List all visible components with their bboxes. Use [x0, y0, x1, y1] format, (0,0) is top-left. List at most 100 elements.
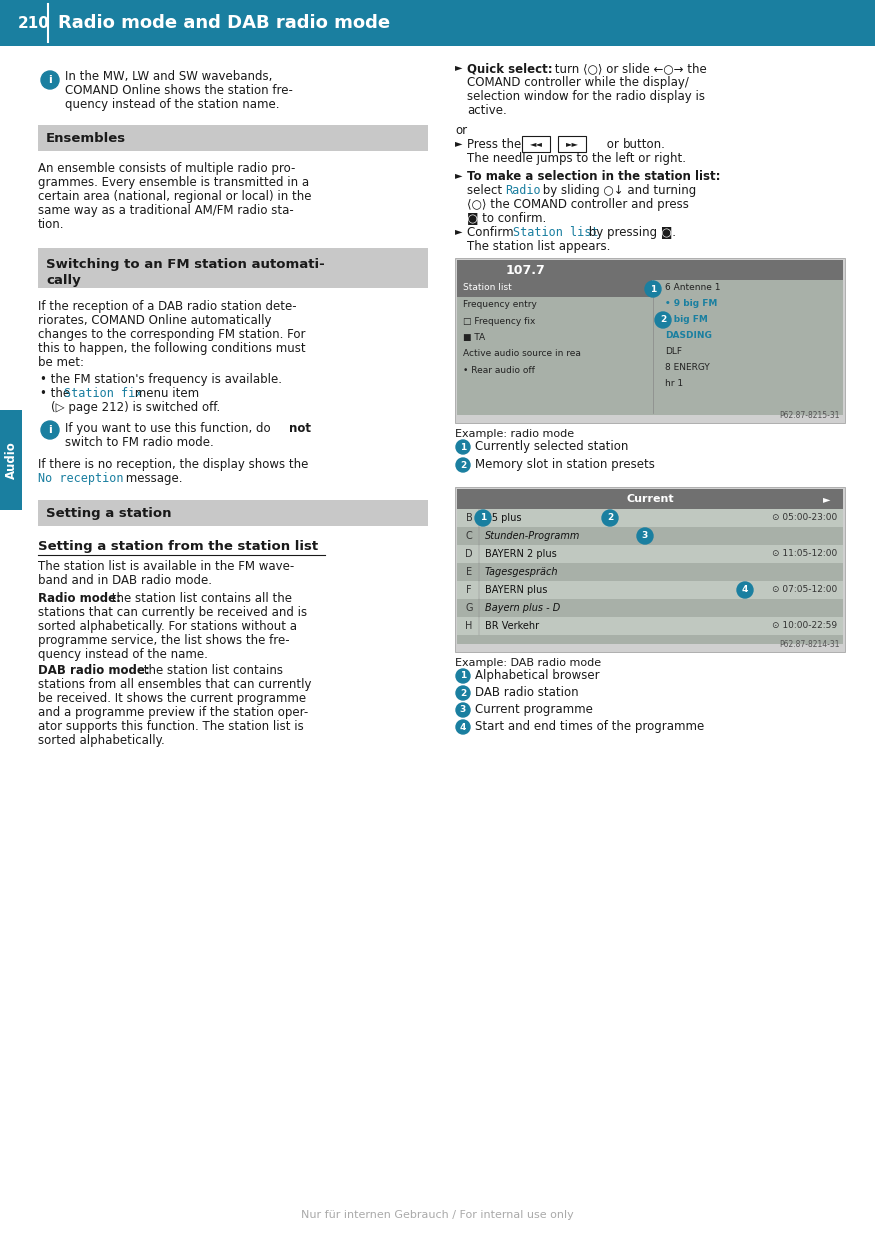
Text: by pressing ◙.: by pressing ◙.: [585, 226, 676, 240]
Text: If you want to use this function, do: If you want to use this function, do: [65, 422, 275, 436]
Circle shape: [456, 702, 470, 717]
Text: sorted alphabetically.: sorted alphabetically.: [38, 733, 164, 747]
Text: same way as a traditional AM/FM radio sta-: same way as a traditional AM/FM radio st…: [38, 204, 294, 217]
Text: 2: 2: [460, 460, 466, 469]
Text: Tagesgespräch: Tagesgespräch: [485, 567, 558, 577]
Text: ⊙ 07:05-12:00: ⊙ 07:05-12:00: [772, 586, 837, 594]
Text: Audio: Audio: [4, 441, 18, 479]
Text: stations from all ensembles that can currently: stations from all ensembles that can cur…: [38, 678, 312, 691]
Text: BAYERN 2 plus: BAYERN 2 plus: [485, 549, 556, 558]
Text: Current: Current: [626, 494, 674, 504]
Text: • Rear audio off: • Rear audio off: [463, 366, 535, 375]
Text: 107.7: 107.7: [505, 263, 545, 277]
Text: ►: ►: [455, 62, 463, 72]
Text: The station list appears.: The station list appears.: [467, 240, 611, 253]
Text: and a programme preview if the station oper-: and a programme preview if the station o…: [38, 706, 308, 719]
Text: 1: 1: [480, 514, 487, 522]
Text: DAB radio mode:: DAB radio mode:: [38, 664, 150, 678]
Text: 3: 3: [642, 531, 648, 541]
Circle shape: [456, 720, 470, 733]
Text: Confirm: Confirm: [467, 226, 517, 240]
Text: 3: 3: [460, 705, 466, 715]
Circle shape: [475, 510, 491, 526]
Text: 8 ENERGY: 8 ENERGY: [665, 364, 710, 372]
Circle shape: [456, 669, 470, 683]
FancyBboxPatch shape: [457, 617, 843, 635]
Text: Example: DAB radio mode: Example: DAB radio mode: [455, 658, 601, 668]
Text: selection window for the radio display is: selection window for the radio display i…: [467, 91, 705, 103]
FancyBboxPatch shape: [38, 125, 428, 151]
FancyBboxPatch shape: [0, 0, 875, 46]
Text: Press the: Press the: [467, 138, 525, 151]
Text: i: i: [48, 424, 52, 436]
Text: 1: 1: [460, 671, 466, 680]
Text: certain area (national, regional or local) in the: certain area (national, regional or loca…: [38, 190, 312, 204]
Text: 2: 2: [660, 315, 666, 324]
Text: be met:: be met:: [38, 356, 84, 369]
Text: • big FM: • big FM: [665, 315, 708, 324]
Text: Setting a station from the station list: Setting a station from the station list: [38, 540, 318, 553]
Text: In the MW, LW and SW wavebands,: In the MW, LW and SW wavebands,: [65, 69, 272, 83]
FancyBboxPatch shape: [558, 137, 586, 151]
FancyBboxPatch shape: [457, 527, 843, 545]
Text: P62.87-8214-31: P62.87-8214-31: [780, 640, 840, 649]
Text: Radio: Radio: [505, 184, 541, 197]
Text: Start and end times of the programme: Start and end times of the programme: [475, 720, 704, 733]
Text: Bayern plus - D: Bayern plus - D: [485, 603, 560, 613]
Text: An ensemble consists of multiple radio pro-: An ensemble consists of multiple radio p…: [38, 163, 296, 175]
Text: Memory slot in station presets: Memory slot in station presets: [475, 458, 654, 472]
Text: 1: 1: [460, 443, 466, 452]
Text: menu item: menu item: [131, 387, 200, 400]
Text: (▷ page 212) is switched off.: (▷ page 212) is switched off.: [51, 401, 220, 414]
Text: • the: • the: [40, 387, 74, 400]
Text: stations that can currently be received and is: stations that can currently be received …: [38, 606, 307, 619]
Text: ator supports this function. The station list is: ator supports this function. The station…: [38, 720, 304, 733]
Text: grammes. Every ensemble is transmitted in a: grammes. Every ensemble is transmitted i…: [38, 176, 309, 189]
FancyBboxPatch shape: [455, 486, 845, 652]
FancyBboxPatch shape: [0, 410, 22, 510]
Text: E: E: [466, 567, 472, 577]
Text: button.: button.: [623, 138, 666, 151]
FancyBboxPatch shape: [457, 280, 652, 297]
FancyBboxPatch shape: [457, 581, 843, 599]
Text: Current programme: Current programme: [475, 702, 593, 716]
Text: ►►: ►►: [565, 139, 578, 149]
Text: active.: active.: [467, 104, 507, 117]
Text: DLF: DLF: [665, 347, 682, 356]
Text: B: B: [466, 513, 472, 522]
Text: ►: ►: [455, 138, 463, 148]
Text: Ensembles: Ensembles: [46, 132, 126, 144]
Text: be received. It shows the current programme: be received. It shows the current progra…: [38, 692, 306, 705]
Text: 4: 4: [460, 722, 466, 731]
Text: The needle jumps to the left or right.: The needle jumps to the left or right.: [467, 151, 686, 165]
Text: G: G: [466, 603, 472, 613]
Text: COMAND Online shows the station fre-: COMAND Online shows the station fre-: [65, 84, 293, 97]
Text: Currently selected station: Currently selected station: [475, 441, 628, 453]
Text: turn ⟨○⟩ or slide ←○→ the: turn ⟨○⟩ or slide ←○→ the: [551, 62, 707, 74]
Circle shape: [456, 441, 470, 454]
Text: programme service, the list shows the fre-: programme service, the list shows the fr…: [38, 634, 290, 647]
Text: BR Verkehr: BR Verkehr: [485, 620, 539, 630]
Text: Nur für internen Gebrauch / For internal use only: Nur für internen Gebrauch / For internal…: [301, 1210, 573, 1220]
Text: DAB radio station: DAB radio station: [475, 686, 578, 699]
Text: 1: 1: [650, 284, 656, 294]
Text: ◙ to confirm.: ◙ to confirm.: [467, 212, 546, 225]
Circle shape: [655, 311, 671, 328]
Text: Active audio source in rea: Active audio source in rea: [463, 350, 581, 359]
Text: ⊙ 10:00-22:59: ⊙ 10:00-22:59: [772, 622, 837, 630]
Text: D: D: [466, 549, 472, 558]
Text: 2: 2: [607, 514, 613, 522]
Text: the station list contains all the: the station list contains all the: [108, 592, 292, 606]
Text: ►: ►: [455, 226, 463, 236]
Text: ►: ►: [455, 170, 463, 180]
Text: H: H: [466, 620, 472, 630]
Text: this to happen, the following conditions must: this to happen, the following conditions…: [38, 343, 305, 355]
Text: Quick select:: Quick select:: [467, 62, 553, 74]
Text: ■ TA: ■ TA: [463, 333, 485, 343]
Text: The station list is available in the FM wave-: The station list is available in the FM …: [38, 560, 294, 573]
Circle shape: [41, 421, 59, 439]
Circle shape: [456, 686, 470, 700]
Text: P62.87-8215-31: P62.87-8215-31: [780, 411, 840, 419]
Text: or: or: [603, 138, 623, 151]
Text: Stunden-Programm: Stunden-Programm: [485, 531, 580, 541]
